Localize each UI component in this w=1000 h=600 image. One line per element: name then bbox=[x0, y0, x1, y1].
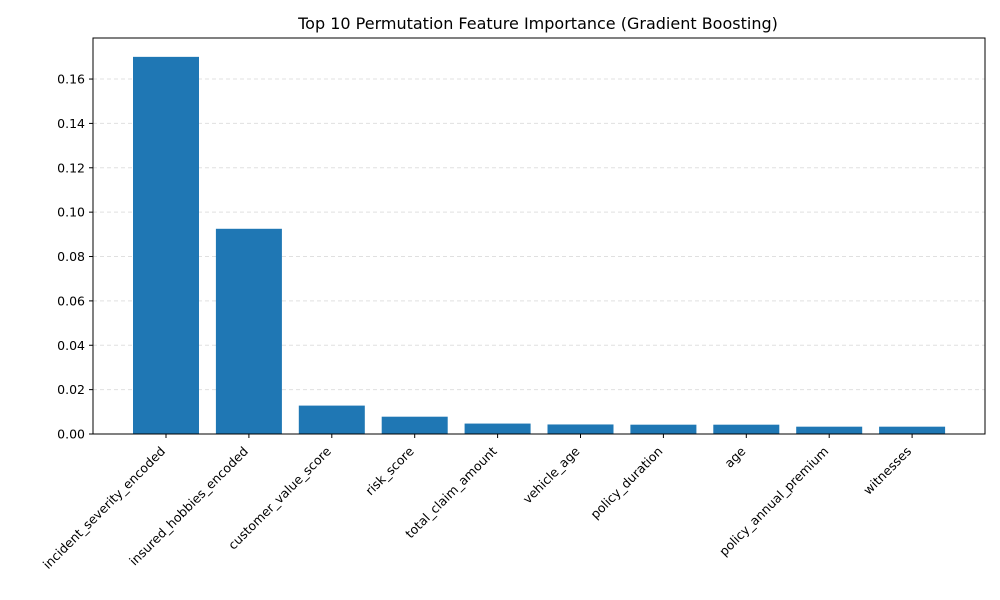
x-tick-label: policy_duration bbox=[587, 444, 665, 522]
y-tick-label: 0.02 bbox=[57, 382, 85, 397]
x-tick-label: total_claim_amount bbox=[402, 443, 500, 541]
chart-title: Top 10 Permutation Feature Importance (G… bbox=[297, 14, 778, 33]
bar-policy-duration bbox=[630, 424, 697, 434]
y-tick-label: 0.16 bbox=[57, 72, 85, 87]
bar-witnesses bbox=[879, 426, 946, 434]
bar-total-claim-amount bbox=[464, 423, 531, 434]
x-tick-label: risk_score bbox=[362, 443, 417, 498]
y-tick-label: 0.06 bbox=[57, 293, 85, 308]
x-tick-label: witnesses bbox=[860, 444, 914, 498]
y-tick-label: 0.08 bbox=[57, 249, 85, 264]
bar-risk-score bbox=[381, 416, 448, 434]
bars bbox=[133, 56, 946, 434]
x-axis: incident_severity_encodedinsured_hobbies… bbox=[40, 434, 914, 572]
y-tick-label: 0.10 bbox=[57, 205, 85, 220]
bar-vehicle-age bbox=[547, 424, 614, 434]
y-tick-label: 0.04 bbox=[57, 338, 85, 353]
bar-incident-severity-encoded bbox=[133, 56, 199, 434]
y-tick-label: 0.14 bbox=[57, 116, 85, 131]
y-tick-label: 0.00 bbox=[57, 427, 85, 442]
bar-insured-hobbies-encoded bbox=[215, 228, 282, 434]
x-tick-label: age bbox=[721, 443, 748, 470]
y-axis: 0.00 0.02 0.04 0.06 0.08 0.10 0.12 0.14 0.16 bbox=[57, 72, 93, 442]
bar-customer-value-score bbox=[298, 405, 365, 434]
plot-frame bbox=[92, 37, 986, 435]
bar-age bbox=[713, 424, 780, 434]
y-tick-label: 0.12 bbox=[57, 160, 85, 175]
bar-policy-annual-premium bbox=[796, 426, 863, 434]
x-tick-label: vehicle_age bbox=[520, 443, 583, 506]
